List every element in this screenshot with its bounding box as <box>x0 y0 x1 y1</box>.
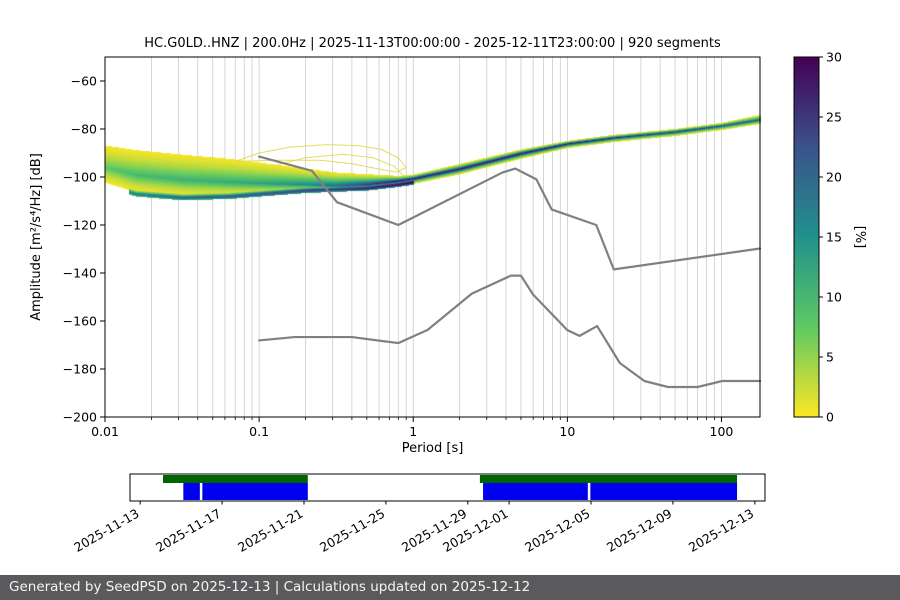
svg-text:100: 100 <box>710 424 734 439</box>
svg-text:5: 5 <box>826 350 834 365</box>
timeline-tick-label: 2025-12-05 <box>522 506 592 555</box>
coverage-gap <box>199 483 203 500</box>
timeline-tick-label: 2025-11-13 <box>71 506 141 555</box>
svg-text:−200: −200 <box>63 410 97 425</box>
svg-text:−160: −160 <box>63 314 97 329</box>
svg-text:−60: −60 <box>71 74 97 89</box>
svg-text:10: 10 <box>559 424 575 439</box>
svg-text:0.1: 0.1 <box>249 424 269 439</box>
timeline-tick-label: 2025-11-25 <box>317 506 387 555</box>
coverage-segment-blue <box>183 483 308 500</box>
low-noise-model-line <box>258 274 762 389</box>
svg-text:20: 20 <box>826 170 842 185</box>
svg-text:10: 10 <box>826 290 842 305</box>
svg-text:−100: −100 <box>63 170 97 185</box>
coverage-timeline: 2025-11-13 2025-11-17 2025-11-21 2025-11-25… <box>71 473 766 555</box>
coverage-segment-blue <box>483 483 738 500</box>
x-axis-label: Period [s] <box>401 441 464 456</box>
svg-text:30: 30 <box>826 50 842 65</box>
axes-frame: −200 −180 −160 −140 −120 −100 −80 −60 0.01 0.1 1 10… <box>63 56 761 439</box>
coverage-segment-green <box>479 475 738 483</box>
status-text: Generated by SeedPSD on 2025-12-13 | Cal… <box>9 579 531 595</box>
coverage-segment-green <box>163 475 308 483</box>
timeline-tick-label: 2025-11-21 <box>235 506 305 555</box>
svg-text:1: 1 <box>409 424 417 439</box>
y-axis-label: Amplitude [m²/s⁴/Hz] [dB] <box>29 153 44 321</box>
timeline-tick-label: 2025-12-09 <box>604 506 674 555</box>
noise-model-lines <box>258 155 762 389</box>
outlier-contours <box>235 144 407 175</box>
timeline-tick-label: 2025-11-17 <box>153 506 223 555</box>
svg-text:−80: −80 <box>71 122 97 137</box>
svg-text:25: 25 <box>826 110 842 125</box>
timeline-tick-label: 2025-12-13 <box>686 506 756 555</box>
colorbar-label: [%] <box>852 225 867 249</box>
high-noise-model-line <box>258 155 762 271</box>
svg-text:15: 15 <box>826 230 842 245</box>
svg-text:−180: −180 <box>63 362 97 377</box>
svg-text:0: 0 <box>826 410 834 425</box>
coverage-gap <box>587 483 591 500</box>
colorbar: 0 5 10 15 20 25 30 <box>793 50 842 425</box>
status-bar: Generated by SeedPSD on 2025-12-13 | Cal… <box>0 575 900 600</box>
svg-text:0.01: 0.01 <box>91 424 119 439</box>
svg-text:−140: −140 <box>63 266 97 281</box>
svg-text:−120: −120 <box>63 218 97 233</box>
